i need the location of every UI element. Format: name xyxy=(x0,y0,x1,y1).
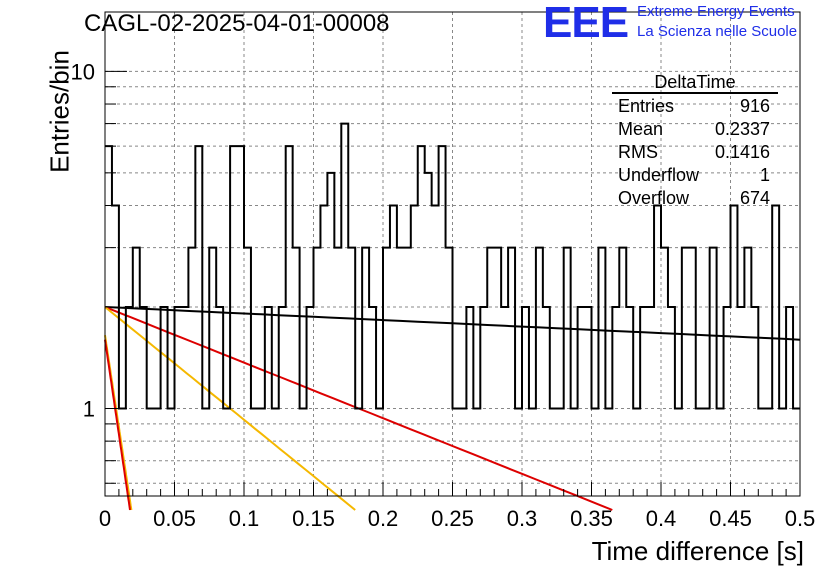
y-axis-label: Entries/bin xyxy=(44,50,75,173)
x-tick-label: 0.15 xyxy=(292,506,335,531)
stats-label: Mean xyxy=(618,119,664,139)
stats-row-rms: RMS 0.1416 xyxy=(612,141,778,164)
eee-logo: EEE xyxy=(543,0,629,47)
x-tick-label: 0.1 xyxy=(229,506,260,531)
fit-curve-red xyxy=(104,339,131,511)
stats-label: Underflow xyxy=(618,165,700,185)
x-tick-label: 0.05 xyxy=(153,506,196,531)
y-tick-label: 1 xyxy=(83,396,95,421)
stats-value: 1 xyxy=(759,165,770,185)
x-tick-label: 0.4 xyxy=(646,506,677,531)
stats-label: Entries xyxy=(618,96,675,116)
histogram xyxy=(105,122,800,410)
x-tick-label: 0.3 xyxy=(507,506,538,531)
stats-label: RMS xyxy=(618,142,658,162)
stats-row-underflow: Underflow 1 xyxy=(612,164,778,187)
y-tick-label: 10 xyxy=(71,59,95,84)
logo-line-2: La Scienza nelle Scuole xyxy=(637,23,798,40)
stats-value: 674 xyxy=(739,188,770,208)
stats-row-mean: Mean 0.2337 xyxy=(612,118,778,141)
x-tick-label: 0.5 xyxy=(785,506,816,531)
x-tick-label: 0 xyxy=(99,506,111,531)
stats-row-entries: Entries 916 xyxy=(612,95,778,118)
x-axis-label: Time difference [s] xyxy=(591,536,804,566)
x-tick-label: 0.25 xyxy=(431,506,474,531)
x-tick-label: 0.45 xyxy=(709,506,752,531)
logo-line-1: Extreme Energy Events xyxy=(637,3,795,20)
axis-ticks xyxy=(104,70,801,496)
histogram-outline xyxy=(105,122,800,410)
stats-value: 0.2337 xyxy=(714,119,770,139)
tick-labels: 0 0.05 0.1 0.15 0.2 0.25 0.3 0.35 0.4 0.45 0.5 1 10 xyxy=(71,59,816,531)
stats-value: 0.1416 xyxy=(714,142,770,162)
stats-divider xyxy=(612,92,778,94)
stats-row-overflow: Overflow 674 xyxy=(612,187,778,210)
stats-label: Overflow xyxy=(618,188,690,208)
chart-title: CAGL-02-2025-04-01-00008 xyxy=(84,10,390,37)
stats-title: DeltaTime xyxy=(654,72,736,92)
stats-box: DeltaTime Entries 916 Mean 0.2337 RMS 0.… xyxy=(612,72,778,210)
x-tick-label: 0.2 xyxy=(368,506,399,531)
x-tick-label: 0.35 xyxy=(570,506,613,531)
stats-value: 916 xyxy=(739,96,770,116)
